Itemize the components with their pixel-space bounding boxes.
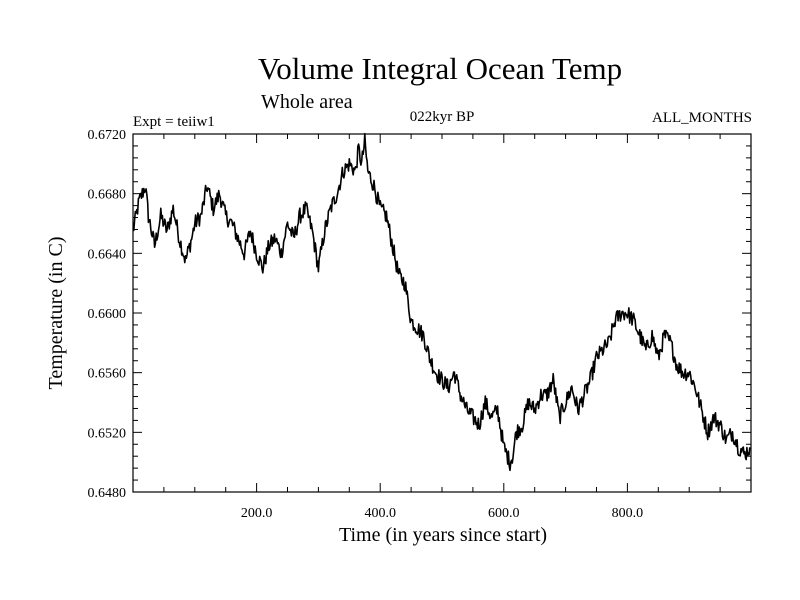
axis-ticks <box>133 134 751 492</box>
chart-title: Volume Integral Ocean Temp <box>258 51 622 86</box>
chart-subtitle: Whole area <box>261 91 353 113</box>
x-tick-label: 800.0 <box>612 506 644 521</box>
x-tick-label: 600.0 <box>488 506 520 521</box>
y-axis-label: Temperature (in C) <box>45 237 67 390</box>
period-label: 022kyr BP <box>410 109 475 125</box>
plot-frame <box>132 133 752 493</box>
y-tick-label: 0.6600 <box>88 307 127 322</box>
y-tick-label: 0.6560 <box>88 367 127 382</box>
series-group <box>132 132 751 472</box>
series-line <box>132 132 751 472</box>
x-tick-label: 400.0 <box>364 506 396 521</box>
x-tick-label: 200.0 <box>241 506 273 521</box>
y-tick-label: 0.6480 <box>88 486 127 501</box>
x-axis-label: Time (in years since start) <box>339 524 547 546</box>
experiment-label: Expt = teiiw1 <box>133 114 215 130</box>
axis-tick-labels: 200.0 400.0 600.0 800.0 0.6480 0.6520 0.6560 0.… <box>88 128 644 521</box>
y-tick-label: 0.6520 <box>88 426 127 441</box>
y-tick-label: 0.6640 <box>88 247 127 262</box>
months-label: ALL_MONTHS <box>652 110 752 126</box>
y-tick-label: 0.6680 <box>88 188 127 203</box>
y-tick-label: 0.6720 <box>88 128 127 143</box>
